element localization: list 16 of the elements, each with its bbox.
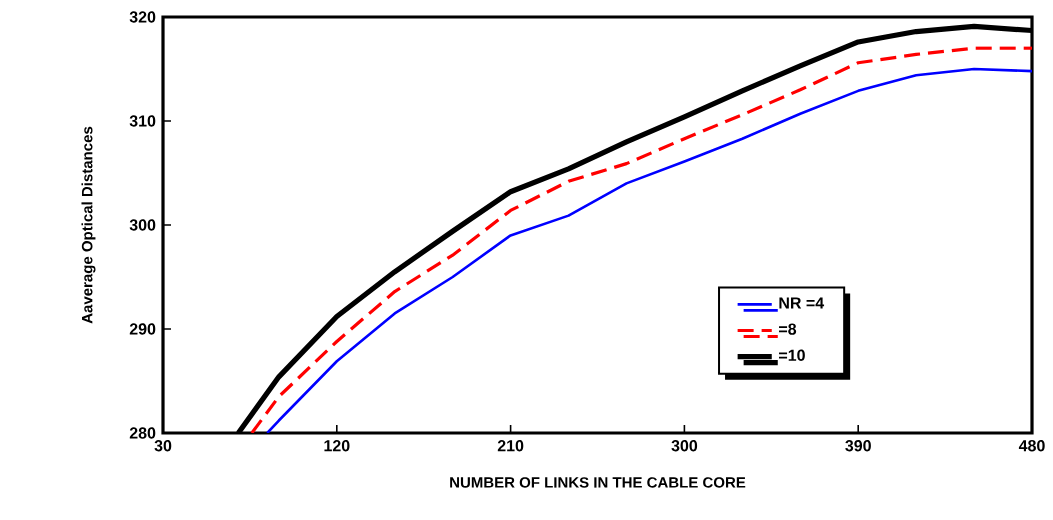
- y-tick-label: 280: [129, 427, 156, 439]
- y-tick-label: 300: [129, 219, 156, 231]
- x-tick-label: 30: [154, 440, 172, 452]
- x-tick-label: 390: [845, 440, 871, 452]
- x-axis-title: NUMBER OF LINKS IN THE CABLE CORE: [450, 477, 746, 488]
- y-tick-label: 320: [129, 11, 156, 23]
- legend-label: NR =4: [779, 297, 825, 309]
- y-axis-title: Aaverage Optical Distances: [81, 126, 96, 324]
- x-tick-label: 120: [324, 440, 350, 452]
- x-tick-label: 210: [497, 440, 524, 452]
- x-tick-label: 480: [1018, 440, 1045, 452]
- y-tick-label: 310: [129, 115, 156, 127]
- legend-label: =10: [779, 349, 805, 361]
- x-tick-label: 300: [671, 440, 698, 452]
- y-tick-label: 290: [129, 323, 156, 335]
- legend-label: =8: [779, 323, 797, 335]
